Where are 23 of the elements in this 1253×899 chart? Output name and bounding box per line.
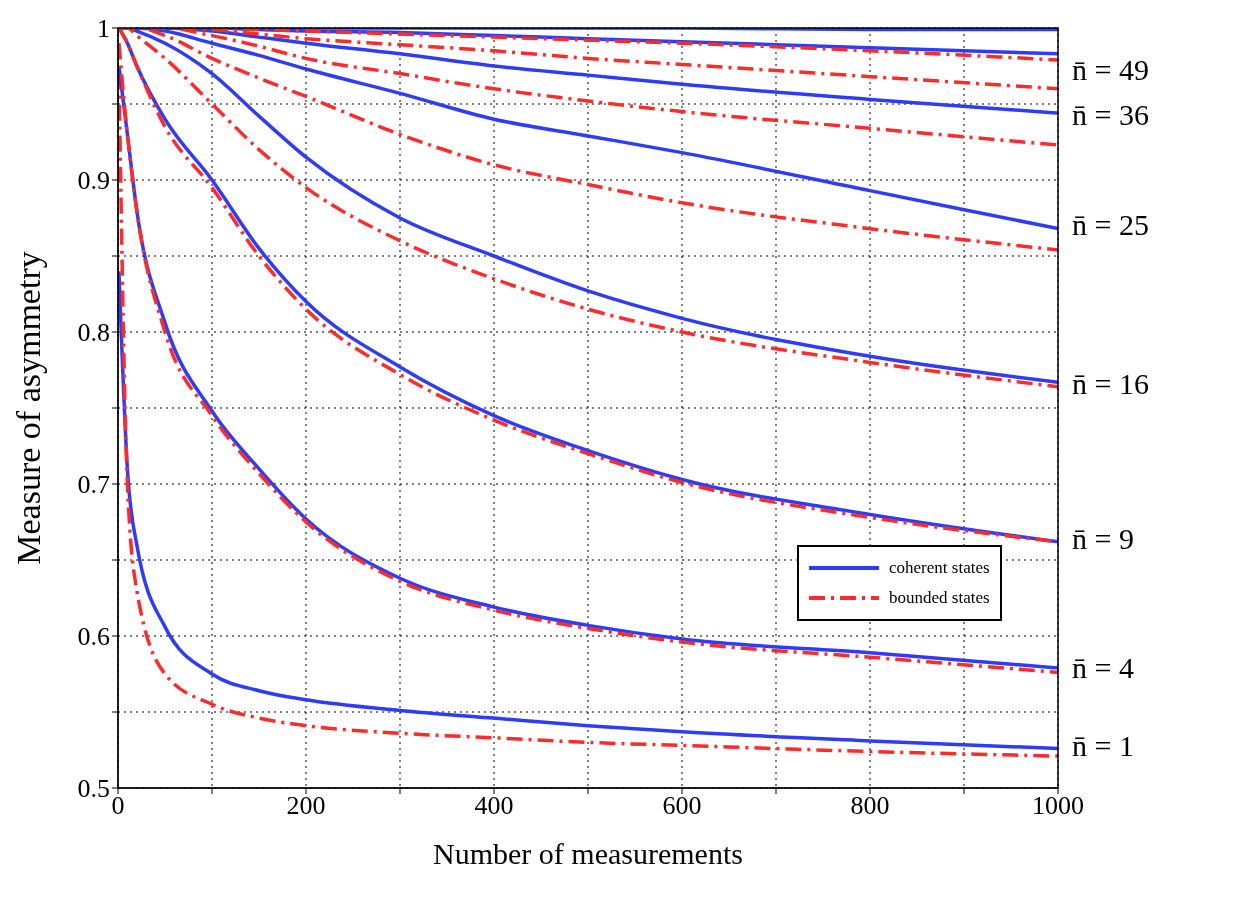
y-tick-label: 0.6 [77, 622, 110, 652]
x-tick-label: 800 [850, 791, 890, 821]
legend-label: coherent states [889, 557, 990, 578]
text: n̄ = 36 [1072, 97, 1149, 131]
text: n̄ = 16 [1072, 366, 1149, 400]
y-tick-label: 0.9 [77, 166, 110, 196]
legend-label: bounded states [889, 587, 990, 608]
y-axis-title: Measure of asymmetry [10, 251, 48, 565]
x-tick-label: 600 [662, 791, 702, 821]
x-tick-label: 1000 [1032, 791, 1084, 821]
y-tick-label: 0.5 [77, 774, 110, 804]
x-tick-label: 400 [474, 791, 514, 821]
x-tick-label: 0 [111, 791, 125, 821]
x-tick-label: 200 [286, 791, 326, 821]
y-tick-label: 1 [97, 14, 110, 44]
y-tick-label: 0.7 [77, 470, 110, 500]
text: n̄ = 4 [1072, 650, 1134, 684]
text: n̄ = 9 [1072, 521, 1134, 555]
y-tick-label: 0.8 [77, 318, 110, 348]
text: n̄ = 49 [1072, 53, 1149, 87]
x-axis-title: Number of measurements [433, 837, 743, 870]
text: n̄ = 1 [1072, 729, 1134, 763]
text: n̄ = 25 [1072, 207, 1149, 241]
